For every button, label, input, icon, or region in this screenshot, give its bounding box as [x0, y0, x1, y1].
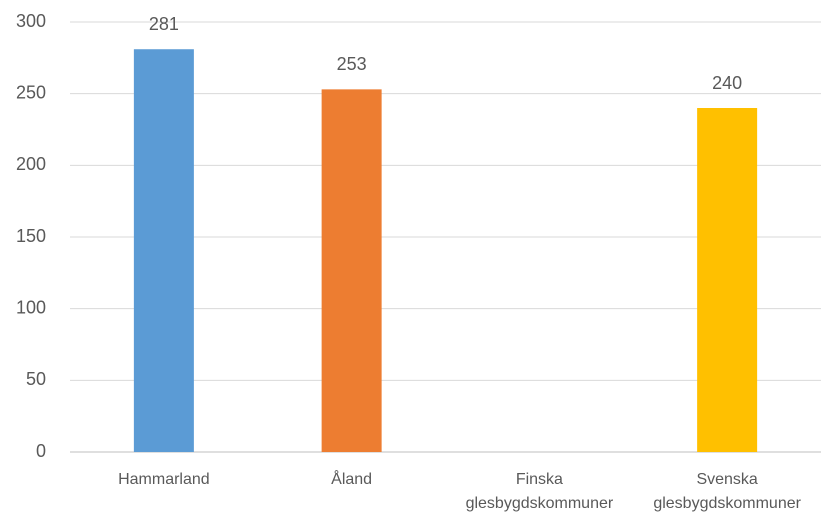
x-tick-label: Svenska glesbygdskommuner — [653, 471, 801, 512]
bar — [697, 108, 758, 452]
x-tick-label: Hammarland — [118, 471, 210, 488]
x-tick-label: Finska glesbygdskommuner — [465, 471, 614, 512]
y-tick-label: 300 — [16, 11, 46, 31]
y-tick-label: 150 — [16, 226, 46, 246]
data-label: 281 — [149, 14, 179, 34]
data-label: 240 — [712, 73, 742, 93]
x-tick-label: Åland — [331, 471, 373, 488]
y-tick-label: 0 — [36, 441, 46, 461]
bar — [321, 89, 382, 452]
data-label: 253 — [337, 54, 367, 74]
y-tick-label: 200 — [16, 154, 46, 174]
y-tick-label: 100 — [16, 297, 46, 317]
bar — [133, 49, 194, 452]
y-tick-label: 250 — [16, 82, 46, 102]
y-tick-label: 50 — [26, 369, 46, 389]
